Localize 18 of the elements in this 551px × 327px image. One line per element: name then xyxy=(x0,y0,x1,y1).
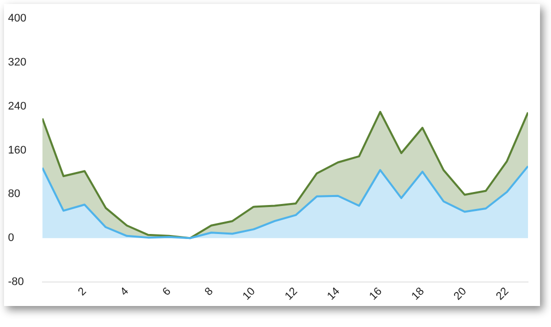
y-tick-label: 80 xyxy=(8,188,20,200)
x-tick-label: 2 xyxy=(76,285,89,298)
x-tick-label: 18 xyxy=(410,285,427,303)
y-tick-label: 240 xyxy=(8,100,26,112)
x-tick-label: 8 xyxy=(202,285,216,298)
y-tick-label: 0 xyxy=(8,232,14,244)
x-tick-label: 16 xyxy=(367,285,384,303)
x-tick-label: 4 xyxy=(118,285,132,298)
x-tick-label: 22 xyxy=(494,285,512,303)
y-tick-label: -80 xyxy=(8,276,24,288)
y-tick-label: 400 xyxy=(8,12,26,25)
x-tick-label: 12 xyxy=(282,285,300,303)
x-tick-label: 14 xyxy=(325,285,342,303)
x-tick-label: 6 xyxy=(160,285,174,298)
y-tick-label: 160 xyxy=(8,144,26,156)
y-tick-label: 320 xyxy=(8,56,26,69)
x-tick-label: 10 xyxy=(240,285,258,303)
x-tick-label: 20 xyxy=(452,285,469,303)
